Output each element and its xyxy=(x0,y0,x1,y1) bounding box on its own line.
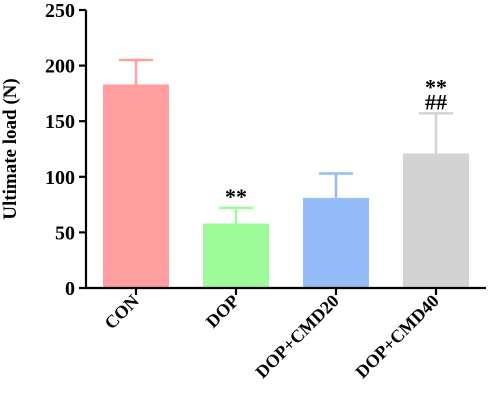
x-tick-label: DOP+CMD40 xyxy=(351,291,442,382)
x-tick-label: CON xyxy=(100,291,142,333)
x-tick-label: DOP+CMD20 xyxy=(251,291,342,382)
x-axis-tick-labels: CON DOP DOP+CMD20 DOP+CMD40 xyxy=(100,288,443,382)
bars xyxy=(103,58,469,288)
y-axis-title: Ultimate load (N) xyxy=(0,78,21,219)
y-tick-label: 200 xyxy=(45,56,75,78)
y-tick-label: 250 xyxy=(45,0,75,22)
significance-marker: ** xyxy=(225,184,247,209)
x-tick-label: DOP xyxy=(202,291,243,332)
y-tick-label: 150 xyxy=(45,111,75,133)
bar-dop xyxy=(203,223,269,288)
significance-marker: ## xyxy=(425,89,447,114)
bar-dop-cmd40 xyxy=(403,153,469,288)
y-axis-ticks: 0 50 100 150 200 250 xyxy=(45,0,86,300)
significance-marker: ** xyxy=(425,74,447,99)
y-tick-label: 50 xyxy=(55,222,75,244)
bar-con xyxy=(103,84,169,288)
y-tick-label: 100 xyxy=(45,167,75,189)
bar-dop-cmd20 xyxy=(303,197,369,288)
significance-annotations: **##** xyxy=(225,74,447,209)
y-tick-label: 0 xyxy=(65,278,75,300)
